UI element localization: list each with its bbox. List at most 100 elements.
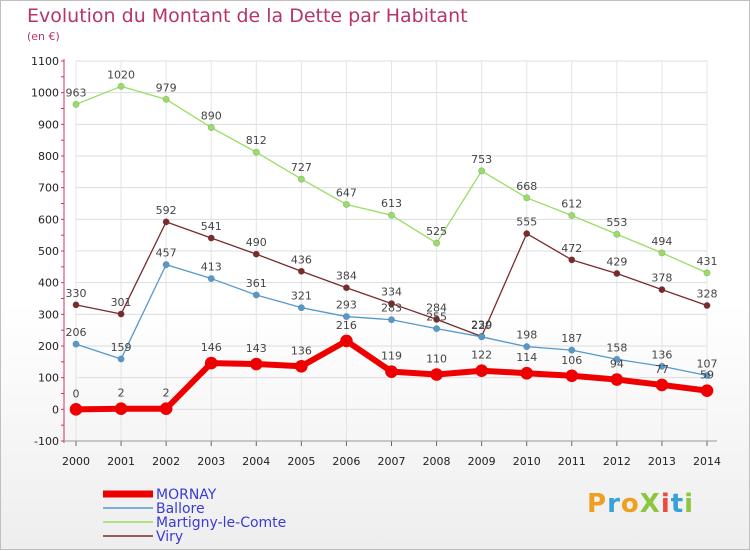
brand-logo: ProXiti [587,489,694,519]
point-martigny-le-comte [613,230,621,238]
point-mornay [159,402,173,416]
data-label-martigny-le-comte: 525 [426,225,447,238]
point-viry [252,250,260,258]
x-axis-ticks: 2000 2001 2002 2003 2004 2005 2006 2007 2008 2009… [62,455,721,468]
point-ballore [658,362,666,370]
point-viry [117,310,125,318]
logo-letter: X [639,489,661,519]
grid-lines [75,60,708,442]
point-martigny-le-comte [523,194,531,202]
point-martigny-le-comte [117,82,125,90]
point-viry [658,286,666,294]
data-label-viry: 378 [651,272,672,285]
x-tick-label: 2012 [603,455,631,468]
data-label-martigny-le-comte: 668 [516,180,537,193]
data-label-martigny-le-comte: 890 [201,110,222,123]
x-tick-label: 2002 [152,455,180,468]
point-ballore [72,340,80,348]
point-mornay [295,359,308,373]
point-ballore [342,313,350,321]
data-label-ballore: 321 [291,290,312,303]
data-label-martigny-le-comte: 612 [561,198,582,211]
point-mornay [249,357,263,371]
data-label-viry: 334 [381,286,402,299]
point-mornay [430,368,443,381]
point-martigny-le-comte [568,212,576,220]
point-martigny-le-comte [297,175,305,183]
unit-label: (en €) [27,30,60,43]
point-mornay [204,356,218,370]
data-label-ballore: 198 [516,329,537,342]
y-tick-label: 500 [38,245,59,258]
data-label-mornay: 114 [516,351,537,364]
y-tick-label: 600 [38,213,59,226]
logo-letter: i [684,489,695,519]
point-ballore [297,304,305,312]
point-ballore [252,291,260,299]
data-label-ballore: 413 [201,261,222,274]
logo-letter: r [607,489,621,519]
y-tick-label: 200 [38,340,59,353]
point-ballore [387,316,395,324]
data-label-martigny-le-comte: 494 [651,235,672,248]
logo-letter: P [587,489,608,519]
legend-label-viry: Viry [156,529,183,545]
x-tick-label: 2009 [468,455,496,468]
data-label-viry: 301 [111,296,132,309]
data-label-ballore: 255 [426,311,447,324]
data-label-martigny-le-comte: 812 [246,134,267,147]
data-label-mornay: 136 [291,344,312,357]
point-ballore [117,355,125,363]
data-label-viry: 592 [156,204,177,217]
point-ballore [613,355,621,363]
point-martigny-le-comte [252,148,260,156]
point-mornay [565,369,579,383]
data-label-mornay: 94 [610,358,624,371]
data-labels: 963 1020 979 890 812 727 647 613 525 753 668 612 553… [66,68,718,400]
point-ballore [162,261,170,269]
data-label-mornay: 59 [700,369,714,382]
data-label-martigny-le-comte: 613 [381,197,402,210]
point-mornay [475,364,488,378]
point-viry [523,230,531,238]
point-martigny-le-comte [387,211,395,219]
y-tick-label: 700 [38,182,59,195]
data-label-viry: 330 [66,287,87,300]
point-martigny-le-comte [207,124,215,132]
point-martigny-le-comte [703,269,711,277]
logo-letter: t [670,489,685,519]
x-tick-label: 2013 [648,455,676,468]
y-tick-label: 1100 [31,55,59,68]
point-viry [207,234,215,242]
series-group [69,82,714,416]
data-label-ballore: 107 [697,357,718,370]
point-viry [342,284,350,292]
data-label-viry: 555 [516,216,537,229]
data-label-martigny-le-comte: 979 [156,81,177,94]
axes [61,59,717,446]
y-tick-label: 900 [38,118,59,131]
data-label-ballore: 206 [66,326,87,339]
data-label-viry: 436 [291,253,312,266]
data-label-ballore: 293 [336,299,357,312]
point-mornay [655,378,669,392]
x-tick-label: 2003 [197,455,225,468]
data-label-mornay: 110 [426,353,447,366]
data-label-mornay: 122 [471,349,492,362]
data-label-viry: 472 [561,242,582,255]
point-ballore [207,275,215,283]
data-label-mornay: 106 [561,354,582,367]
y-tick-label: 0 [52,403,59,416]
data-label-ballore: 283 [381,302,402,315]
point-ballore [568,346,576,354]
point-viry [703,301,711,309]
data-label-ballore: 187 [561,332,582,345]
data-label-martigny-le-comte: 647 [336,186,357,199]
legend-label-mornay: MORNAY [156,487,217,503]
point-ballore [523,343,531,351]
point-martigny-le-comte [162,95,170,103]
y-axis-ticks: -100 0 100 200 300 400 500 600 700 800 900 1000 1100 [31,55,59,448]
chart-title: Evolution du Montant de la Dette par Hab… [27,5,468,27]
